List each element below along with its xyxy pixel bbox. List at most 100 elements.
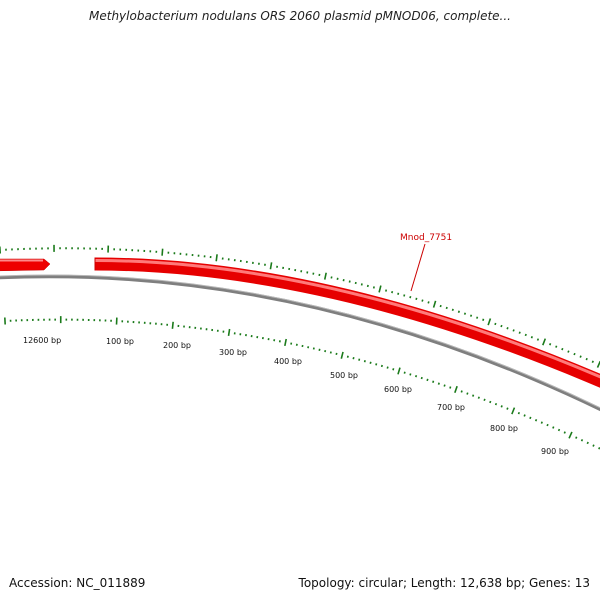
tick-label-300: 300 bp bbox=[219, 348, 247, 357]
outer-ring-minor-tick bbox=[494, 322, 497, 326]
outer-ring-minor-tick bbox=[506, 327, 509, 330]
outer-ring-minor-tick bbox=[530, 336, 533, 339]
tick-label-800: 800 bp bbox=[490, 424, 518, 433]
inner-ring-minor-tick bbox=[494, 402, 498, 406]
outer-ring-minor-tick bbox=[415, 297, 418, 301]
inner-ring-minor-tick bbox=[483, 398, 486, 402]
outer-ring-major-tick bbox=[378, 285, 382, 293]
inner-ring-minor-tick bbox=[472, 394, 475, 397]
outer-ring-minor-tick bbox=[573, 352, 576, 356]
tick-label-600: 600 bp bbox=[384, 385, 412, 394]
plasmid-backbone bbox=[0, 274, 600, 412]
inner-ring-major-tick bbox=[171, 321, 174, 329]
inner-ring-minor-tick bbox=[432, 380, 435, 383]
inner-ring-minor-tick bbox=[534, 418, 538, 422]
outer-ring-minor-tick bbox=[439, 304, 442, 308]
outer-ring-minor-tick bbox=[476, 316, 479, 319]
inner-ring-minor-tick bbox=[403, 371, 406, 374]
outer-ring-minor-tick bbox=[403, 294, 406, 297]
inner-ring-minor-tick bbox=[557, 428, 561, 432]
outer-ring-major-tick bbox=[269, 262, 273, 270]
inner-ring-minor-tick bbox=[352, 357, 355, 360]
outer-ring-minor-tick bbox=[536, 338, 540, 341]
inner-ring-minor-tick bbox=[563, 431, 566, 434]
inner-ring-minor-tick bbox=[517, 411, 520, 415]
inner-ring-minor-tick bbox=[380, 364, 383, 368]
outer-ring-minor-tick bbox=[561, 347, 564, 351]
outer-ring-minor-tick bbox=[482, 318, 485, 321]
outer-ring-minor-tick bbox=[391, 290, 394, 294]
outer-ring-major-tick bbox=[161, 248, 164, 256]
inner-ring-minor-tick bbox=[506, 407, 509, 410]
outer-ring-minor-tick bbox=[385, 289, 388, 292]
outer-ring-minor-tick bbox=[585, 357, 588, 361]
inner-ring-major-tick bbox=[340, 351, 344, 359]
inner-ring-minor-tick bbox=[546, 423, 549, 427]
outer-ring-minor-tick bbox=[524, 333, 527, 337]
inner-ring-minor-tick bbox=[460, 390, 463, 393]
inner-ring-minor-tick bbox=[586, 441, 589, 445]
outer-ring-minor-tick bbox=[463, 312, 467, 315]
inner-ring-major-tick bbox=[511, 407, 516, 415]
outer-ring-minor-tick bbox=[555, 345, 558, 348]
gene-label-leader bbox=[410, 243, 426, 292]
outer-ring-minor-tick bbox=[549, 343, 552, 346]
outer-ring-minor-tick bbox=[512, 329, 515, 332]
inner-ring-minor-tick bbox=[449, 386, 452, 389]
plasmid-backbone-highlight bbox=[0, 274, 600, 409]
outer-ring-minor-tick bbox=[500, 324, 503, 328]
gene-label-mnod-7751[interactable]: Mnod_7751 bbox=[400, 233, 452, 243]
inner-ring-minor-tick bbox=[392, 368, 395, 371]
tick-label-12600: 12600 bp bbox=[23, 336, 61, 345]
inner-ring-minor-tick bbox=[529, 416, 532, 420]
outer-ring-minor-tick bbox=[469, 314, 473, 317]
inner-ring-minor-tick bbox=[575, 436, 578, 439]
outer-ring-major-tick bbox=[215, 254, 218, 262]
inner-ring-major-tick bbox=[397, 367, 401, 375]
outer-ring-major-tick bbox=[432, 300, 437, 308]
inner-ring-major-tick bbox=[227, 328, 231, 337]
inner-ring-minor-tick bbox=[358, 358, 361, 361]
inner-ring-minor-tick bbox=[363, 360, 366, 363]
inner-tick-ring bbox=[4, 316, 600, 450]
tick-label-900: 900 bp bbox=[541, 447, 569, 456]
outer-ring-minor-tick bbox=[579, 355, 582, 358]
tick-label-400: 400 bp bbox=[274, 357, 302, 366]
inner-ring-major-tick bbox=[568, 431, 573, 439]
outer-ring-minor-tick bbox=[397, 292, 400, 295]
outer-ring-minor-tick bbox=[567, 350, 570, 353]
map-title: Methylobacterium nodulans ORS 2060 plasm… bbox=[89, 9, 511, 23]
inner-ring-minor-tick bbox=[409, 373, 412, 376]
tick-label-500: 500 bp bbox=[330, 371, 358, 380]
tick-label-700: 700 bp bbox=[437, 403, 465, 412]
tick-label-100: 100 bp bbox=[106, 337, 134, 346]
outer-ring-minor-tick bbox=[427, 301, 430, 304]
inner-ring-minor-tick bbox=[443, 384, 446, 387]
inner-ring-minor-tick bbox=[540, 421, 543, 424]
inner-ring-major-tick bbox=[454, 385, 458, 394]
inner-ring-minor-tick bbox=[477, 396, 480, 399]
accession-text: Accession: NC_011889 bbox=[9, 576, 146, 590]
outer-ring-minor-tick bbox=[591, 360, 594, 363]
outer-ring-minor-tick bbox=[421, 299, 424, 302]
tick-label-200: 200 bp bbox=[163, 341, 191, 350]
gene-mnod-7751[interactable] bbox=[94, 257, 600, 388]
outer-ring-minor-tick bbox=[451, 308, 454, 312]
inner-ring-minor-tick bbox=[580, 439, 584, 442]
inner-ring-minor-tick bbox=[386, 366, 389, 369]
gene-arrow-prev[interactable] bbox=[0, 258, 51, 272]
inner-ring-minor-tick bbox=[437, 382, 440, 385]
inner-ring-minor-tick bbox=[592, 444, 595, 447]
inner-ring-minor-tick bbox=[500, 405, 503, 408]
outer-ring-major-tick bbox=[487, 318, 492, 326]
inner-ring-minor-tick bbox=[489, 400, 492, 404]
inner-ring-minor-tick bbox=[375, 363, 378, 366]
gene-mnod-7751-highlight bbox=[94, 259, 600, 379]
inner-ring-minor-tick bbox=[369, 361, 372, 364]
outer-ring-major-tick bbox=[542, 338, 547, 346]
inner-ring-minor-tick bbox=[420, 376, 423, 380]
inner-ring-minor-tick bbox=[426, 378, 429, 382]
outer-ring-minor-tick bbox=[457, 310, 460, 313]
inner-ring-minor-tick bbox=[552, 426, 555, 429]
